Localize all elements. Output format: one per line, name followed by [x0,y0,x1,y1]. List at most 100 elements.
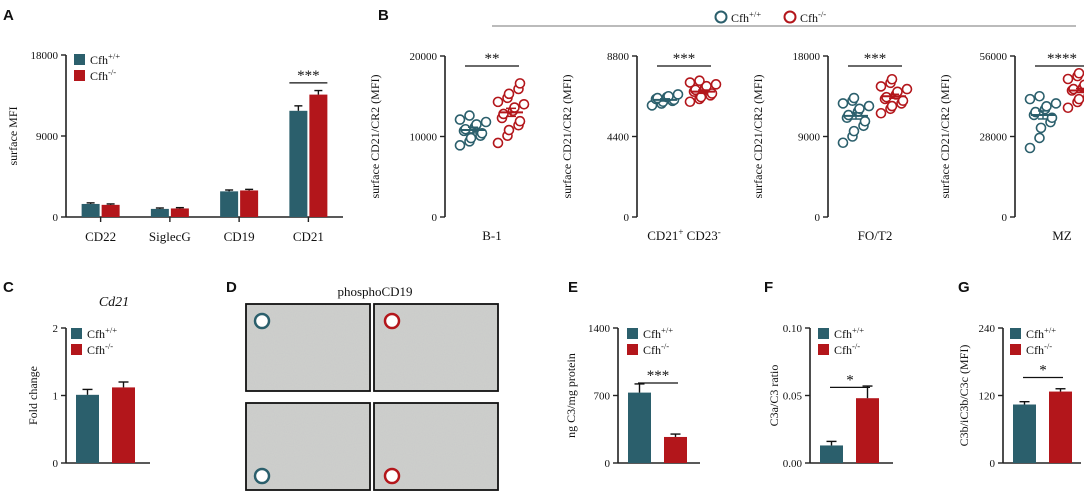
a-bar [240,190,259,217]
b4-data-point [1024,142,1036,154]
b3-y-tick-label: 0 [815,212,821,224]
b4-y-tick-label: 56000 [980,51,1008,63]
b3-data-point [901,83,913,95]
b3-data-point [837,137,849,149]
f-y-tick-label: 0.10 [783,323,803,335]
f-legend-label-wt: Cfh+/+ [834,325,864,341]
b3-data-point [875,81,887,92]
panel-label-f: F [764,279,773,296]
b-legend-label-wt: Cfh+/+ [731,9,761,25]
panel-label-b: B [378,7,389,24]
e-legend-label-wt: Cfh+/+ [643,325,673,341]
e-legend-swatch-wt [627,328,638,339]
g-bar [1013,404,1036,463]
b4-significance-label: **** [1047,51,1077,67]
c-y-axis-label: Fold change [26,366,40,425]
b1-y-tick-label: 10000 [410,132,438,144]
b1-data-point [514,115,526,127]
b2-y-tick-label: 8800 [607,51,630,63]
g-y-tick-label: 120 [979,391,996,403]
b3-data-point [848,125,860,137]
b4-data-point [1073,93,1084,105]
a-x-tick-label: CD21 [293,229,324,244]
panel-label-g: G [958,279,970,296]
a-bar [170,208,189,217]
b3-data-point [875,107,887,119]
b2-category-label: CD21+ CD23- [647,227,720,243]
b-legend-marker-ko [783,10,797,24]
g-y-axis-label: C3b/iC3b/C3c (MFI) [957,345,971,447]
b3-data-point [837,98,849,109]
micrograph-border [245,303,371,392]
b4-y-axis-label: surface CD21/CR2 (MFI) [938,75,952,199]
b1-y-tick-label: 20000 [410,51,438,63]
panel-label-e: E [568,279,578,296]
e-bar [628,392,651,463]
b1-data-point [492,96,504,108]
c-bar [76,394,99,463]
a-y-tick-label: 9000 [36,131,59,143]
panel-a-bar-chart: 0 9000 18000 surface MFI CD22 SiglecG CD19 CD21… [6,50,343,244]
micrograph-title: phosphoCD19 [337,284,412,299]
b4-data-point [1035,122,1047,134]
b1-data-point [518,99,530,110]
b4-data-point [1062,102,1074,114]
a-bar [81,203,100,217]
b1-category-label: B-1 [482,228,502,243]
a-legend-label-wt: Cfh+/+ [90,51,120,67]
g-y-tick-label: 240 [979,323,996,335]
e-significance-label: *** [647,368,670,384]
panel-c-bar-chart: 0 1 2 Fold change Cfh+/+Cfh-/- Cd21 [26,295,150,470]
b1-y-axis-label: surface CD21/CR2 (MFI) [368,75,382,199]
b1-data-point [514,78,526,89]
b-legend-marker-wt [714,10,728,24]
f-y-axis-label: C3a/C3 ratio [767,365,781,427]
micrograph-genotype-marker [253,312,271,330]
c-y-tick-label: 2 [53,323,59,335]
c-bar [112,387,135,463]
b1-data-point [480,116,492,128]
b4-data-point [1024,93,1036,105]
g-legend-swatch-ko [1010,344,1021,355]
a-y-tick-label: 18000 [31,50,59,62]
b4-data-point [1041,101,1052,112]
g-legend-label-wt: Cfh+/+ [1026,325,1056,341]
g-legend-label-ko: Cfh-/- [1026,341,1052,357]
c-legend-label-wt: Cfh+/+ [87,325,117,341]
micrograph-border [373,402,499,491]
b3-y-tick-label: 18000 [793,51,821,63]
b2-y-axis-label: surface CD21/CR2 (MFI) [560,75,574,199]
a-y-tick-label: 0 [53,212,59,224]
c-y-tick-label: 1 [53,391,59,403]
panel-label-d: D [226,279,237,296]
b3-data-point [854,103,865,115]
b3-data-point [859,115,871,127]
f-y-tick-label: 0.00 [783,458,803,470]
b1-data-point [503,124,515,136]
micrograph-genotype-marker [253,467,271,485]
b2-data-point [684,96,696,108]
f-y-tick-label: 0.05 [783,391,803,403]
b-legend-label-ko: Cfh-/- [800,9,826,25]
a-legend-swatch-ko [74,70,85,81]
e-y-tick-label: 700 [594,391,611,403]
micrograph-border [373,303,499,392]
b3-y-axis-label: surface CD21/CR2 (MFI) [751,75,765,199]
b1-data-point [464,110,475,121]
b4-data-point [1050,98,1062,109]
b3-significance-label: *** [864,51,887,67]
panel-f-bar-chart: 0.00 0.05 0.10 C3a/C3 ratio * Cfh+/+Cfh-/- [767,323,893,470]
b1-significance-label: ** [485,51,500,67]
b4-category-label: MZ [1052,228,1072,243]
f-legend-swatch-ko [818,344,829,355]
c-title: Cd21 [99,295,129,310]
b3-data-point [848,92,860,104]
b2-data-point [694,75,705,86]
b4-data-point [1034,132,1045,144]
a-bar [150,208,169,217]
a-x-tick-label: SiglecG [149,229,191,244]
b3-data-point [886,73,898,85]
a-legend-label-ko: Cfh-/- [90,67,116,83]
panel-d-micrographs: phosphoCD19 [245,284,499,491]
